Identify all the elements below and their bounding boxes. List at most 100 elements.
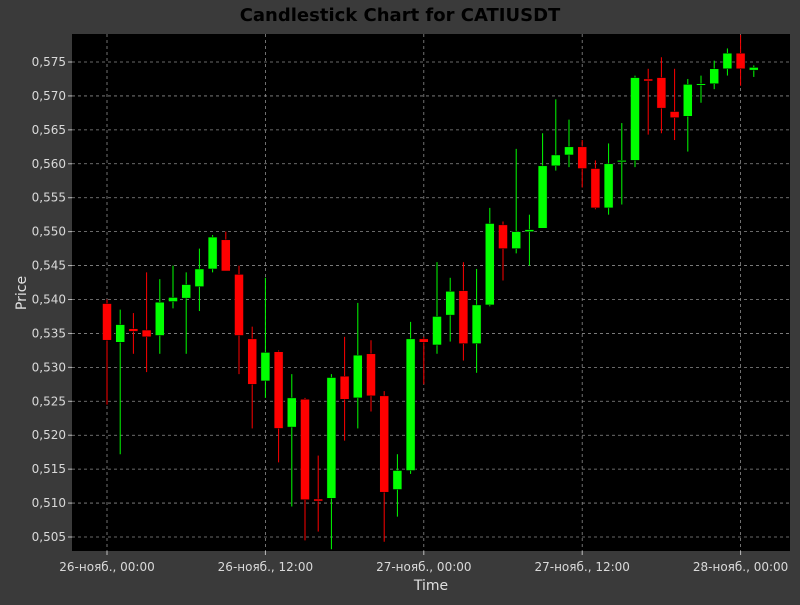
candle-up — [432, 262, 442, 354]
candle-body — [458, 290, 469, 344]
candle-up — [181, 272, 191, 354]
candle-up — [683, 78, 693, 152]
candle-body — [669, 111, 680, 118]
candle-body — [471, 304, 482, 344]
candle-body — [432, 316, 442, 346]
candle-body — [603, 163, 614, 209]
candle-body — [221, 239, 231, 272]
candle-down — [419, 336, 429, 385]
candle-down — [141, 272, 152, 373]
candles — [102, 34, 759, 550]
candle-body — [128, 328, 139, 332]
candle-body — [722, 52, 733, 70]
y-tick-label: 0,545 — [32, 259, 66, 273]
candle-body — [260, 352, 271, 382]
plot-area — [72, 34, 790, 551]
candle-down — [128, 313, 139, 354]
y-tick-label: 0,505 — [32, 530, 66, 544]
candle-down — [669, 68, 680, 141]
candle-up — [353, 302, 363, 429]
candle-body — [656, 77, 667, 109]
y-tick-label: 0,555 — [32, 191, 66, 205]
candle-body — [551, 154, 561, 167]
candle-up — [696, 75, 706, 103]
candle-body — [287, 397, 297, 428]
candle-up — [168, 265, 178, 309]
candle-body — [273, 351, 284, 429]
candle-body — [366, 353, 376, 397]
candle-body — [590, 168, 601, 209]
candle-body — [643, 78, 653, 82]
x-tick-label: 27-нояб., 12:00 — [534, 560, 629, 574]
candle-up — [511, 148, 521, 254]
candle-up — [392, 454, 403, 517]
candle-body — [445, 291, 455, 316]
y-tick-label: 0,540 — [32, 293, 66, 307]
candle-up — [445, 277, 455, 342]
candle-up — [603, 143, 614, 215]
candle-body — [326, 377, 337, 499]
candle-up — [194, 248, 205, 312]
candle-up — [326, 374, 337, 550]
candle-down — [590, 160, 601, 210]
candle-up — [630, 75, 640, 168]
y-tick-label: 0,535 — [32, 326, 66, 340]
candle-down — [643, 68, 653, 135]
candle-body — [392, 470, 403, 490]
y-tick-label: 0,575 — [32, 55, 66, 69]
candle-down — [102, 299, 112, 405]
candle-up — [564, 119, 574, 168]
candle-body — [300, 399, 310, 500]
candle-body — [498, 224, 508, 249]
candle-body — [696, 83, 706, 86]
x-tick-label: 28-нояб., 00:00 — [693, 560, 788, 574]
candle-down — [273, 350, 284, 463]
candle-up — [617, 123, 627, 205]
candle-body — [735, 52, 746, 70]
candle-down — [656, 57, 667, 134]
candle-up — [405, 321, 416, 474]
candle-up — [115, 309, 125, 455]
x-axis-ticks: 26-нояб., 00:00 26-нояб., 12:00 27-нояб., … — [59, 551, 788, 574]
y-tick-label: 0,570 — [32, 89, 66, 103]
candle-body — [524, 229, 535, 232]
candle-up — [207, 235, 218, 273]
x-tick-label: 27-нояб., 00:00 — [376, 560, 471, 574]
y-tick-label: 0,515 — [32, 462, 66, 476]
candle-body — [577, 146, 587, 169]
candle-body — [181, 284, 191, 299]
candle-body — [379, 395, 389, 493]
y-tick-label: 0,525 — [32, 394, 66, 408]
candle-up — [287, 374, 297, 507]
candle-body — [339, 375, 350, 400]
candle-body — [405, 338, 416, 471]
candle-down — [735, 34, 746, 86]
candle-body — [168, 297, 178, 302]
y-tick-label: 0,510 — [32, 496, 66, 510]
candle-up — [551, 99, 561, 171]
candle-up — [722, 48, 733, 76]
candle-up — [537, 133, 548, 229]
candle-down — [458, 262, 469, 361]
y-tick-label: 0,520 — [32, 428, 66, 442]
candle-body — [313, 498, 323, 502]
candle-body — [617, 160, 627, 163]
candle-up — [485, 207, 495, 307]
candle-down — [339, 336, 350, 441]
candle-down — [313, 455, 323, 532]
candle-body — [749, 67, 759, 71]
candle-body — [683, 84, 693, 117]
candle-body — [194, 268, 205, 287]
y-axis-label: Price — [14, 276, 30, 310]
candle-down — [498, 221, 508, 281]
chart-title: Candlestick Chart for CATIUSDT — [240, 5, 561, 26]
candle-down — [300, 397, 310, 541]
candle-up — [471, 268, 482, 373]
candle-up — [749, 65, 759, 77]
candle-body — [207, 236, 218, 270]
candle-body — [115, 324, 125, 343]
y-tick-label: 0,560 — [32, 157, 66, 171]
candle-body — [141, 329, 152, 338]
